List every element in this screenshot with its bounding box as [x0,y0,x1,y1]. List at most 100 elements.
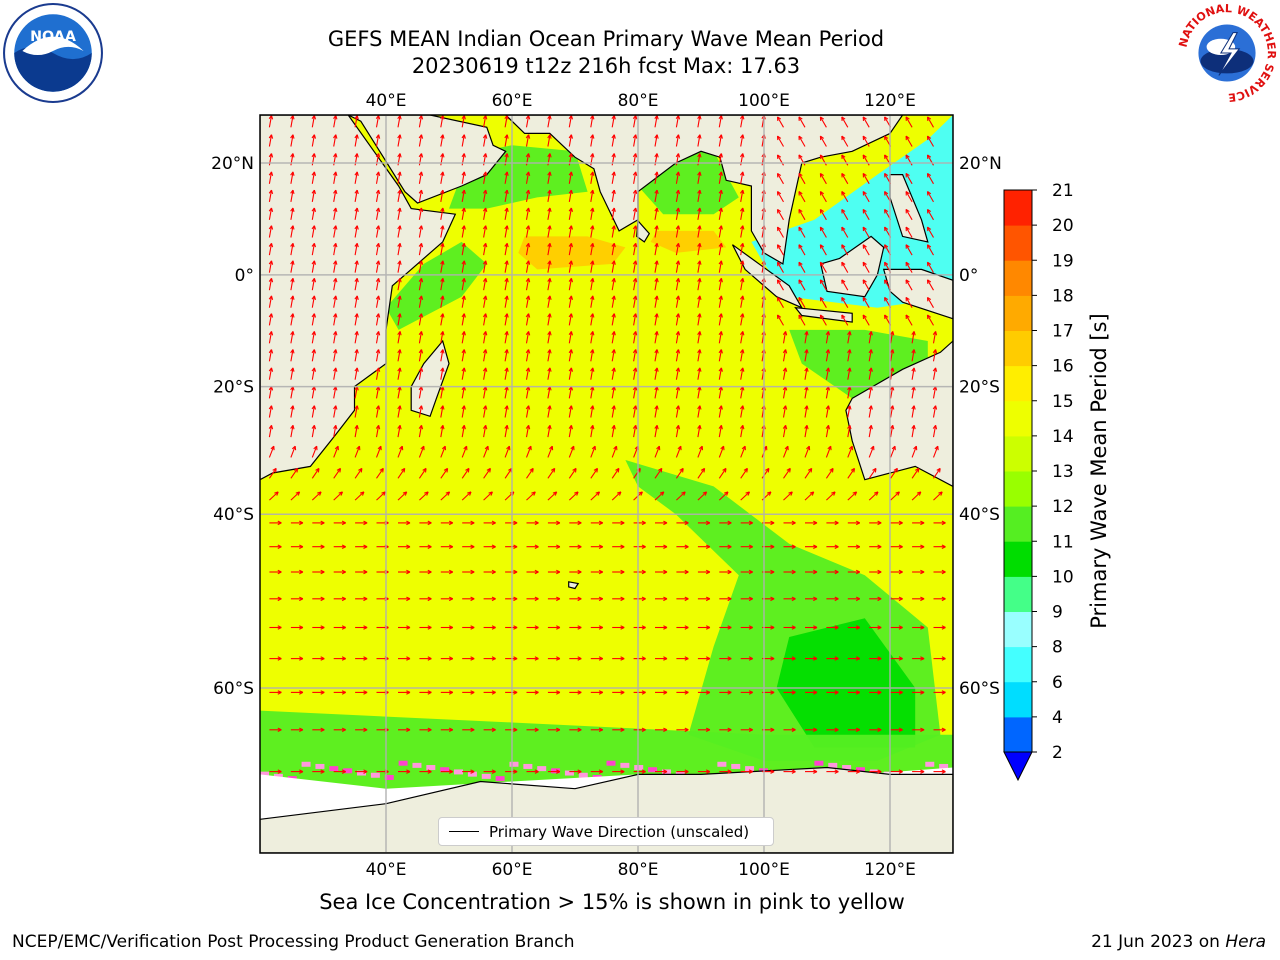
wave-arrow-head [375,115,381,120]
wave-arrow-head [675,349,681,354]
wave-arrow [654,468,663,479]
wave-arrow-head [397,242,402,248]
wave-arrow [782,405,787,418]
wave-arrow [311,425,315,438]
map-area [260,115,953,853]
wave-arrow [697,405,701,418]
wave-arrow-head [776,226,782,232]
wave-arrow-head [333,171,338,176]
wave-arrow [311,386,315,399]
wave-arrow-head [547,225,552,230]
wave-arrow-head [427,596,432,602]
wave-arrow [740,171,744,184]
wave-arrow [718,243,722,256]
wave-arrow [397,260,401,273]
wave-arrow-head [299,690,304,695]
wave-arrow [847,468,855,479]
wave-arrow [461,468,470,479]
wave-arrow-head [727,544,732,549]
wave-arrow [525,445,532,458]
wave-arrow-head [397,260,402,265]
wave-arrow-head [268,295,274,300]
wave-arrow [290,115,294,128]
wave-arrow-head [547,277,552,283]
wave-arrow-head [684,656,689,661]
wave-arrow-head [406,569,411,575]
wave-arrow [461,331,465,344]
wave-arrow [440,134,444,147]
wave-arrow [397,386,401,399]
wave-arrow [375,207,380,220]
sea-ice-cell [343,768,353,774]
wave-arrow [504,468,513,479]
wave-arrow-head [268,367,274,372]
wave-arrow-head [926,244,932,249]
wave-arrow-head [406,520,411,526]
wave-arrow-head [440,277,445,283]
wave-arrow [782,349,787,362]
wave-arrow [841,135,849,147]
wave-arrow-head [654,295,659,300]
wave-arrow-head [727,520,732,526]
sea-ice-cell [855,767,865,773]
wave-arrow-head [905,279,910,284]
wave-arrow-head [277,596,282,602]
sea-ice-cell [828,762,838,768]
wave-arrow-head [852,491,858,496]
wave-arrow [483,491,493,501]
lon-tick-label-bottom: 60°E [492,860,533,880]
wave-arrow-head [375,189,381,195]
wave-arrow-head [941,769,946,774]
wave-arrow-head [705,544,711,549]
wave-arrow [397,171,401,184]
wave-arrow-head [556,656,561,661]
wave-arrow [782,425,787,438]
wave-arrow-head [320,520,325,526]
wave-arrow [611,134,615,147]
wave-arrow [868,367,872,380]
wave-arrow-head [905,208,910,214]
wave-arrow-head [556,596,561,602]
wave-arrow-head [632,225,638,230]
wave-arrow [798,191,806,203]
wave-arrow-head [720,445,725,451]
wave-arrow-head [739,424,745,430]
colorbar-tick-label: 4 [1052,708,1063,728]
wave-arrow-head [877,656,882,661]
wave-arrow [290,260,294,273]
wave-arrow-head [911,424,916,430]
wave-arrow-head [333,260,338,265]
wave-arrow-head [418,331,424,336]
wave-arrow [547,445,553,458]
wave-arrow-head [898,520,903,526]
wave-arrow-head [270,445,275,451]
wave-arrow-head [745,491,751,496]
wave-arrow [547,134,551,147]
wave-arrow-head [697,367,702,372]
wave-arrow [697,468,706,479]
wave-arrow-head [765,467,770,473]
wave-arrow-head [547,424,552,430]
wave-arrow-head [418,153,424,158]
wave-arrow-head [941,596,946,602]
wave-arrow-head [290,313,295,318]
wave-arrow [268,134,273,147]
wave-arrow [568,331,572,344]
wave-arrow [675,171,680,184]
wave-arrow-head [418,260,424,265]
wave-arrow [718,207,722,220]
wave-arrow-head [470,690,475,695]
wave-arrow-head [920,569,925,575]
wave-arrow [375,225,380,238]
wave-arrow [697,260,701,273]
wave-arrow [440,349,444,362]
wave-arrow-head [898,656,903,661]
wave-arrow [311,313,315,326]
wave-arrow-head [611,313,616,318]
wave-arrow-head [448,569,454,575]
wave-arrow [333,115,337,128]
sea-ice-cell [648,767,658,773]
wave-arrow-head [874,491,879,496]
wave-arrow-head [920,769,925,774]
wave-arrow-head [418,313,424,318]
